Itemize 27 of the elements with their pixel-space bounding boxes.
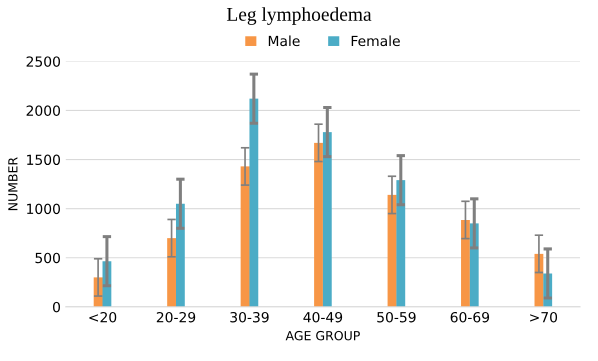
- legend-label: Male: [268, 35, 300, 46]
- bar: [176, 204, 185, 307]
- y-tick-label: 2500: [26, 56, 60, 67]
- x-tick-label: 20-29: [156, 312, 196, 322]
- x-tick-label: <20: [89, 312, 116, 322]
- x-tick-label: 40-49: [303, 312, 342, 322]
- bar: [461, 220, 470, 307]
- bar: [396, 180, 406, 307]
- y-axis-title: NUMBER: [8, 157, 18, 210]
- y-tick-label: 2000: [26, 105, 60, 116]
- x-tick-label: 50-59: [377, 312, 416, 322]
- x-tick-label: 30-39: [230, 312, 269, 322]
- x-tick-label: >70: [530, 312, 558, 322]
- bar: [322, 132, 332, 307]
- x-axis-title: AGE GROUP: [286, 330, 360, 340]
- chart-title: Leg lymphoedema: [226, 7, 372, 25]
- y-tick-label: 500: [35, 252, 60, 264]
- y-tick-label: 0: [53, 302, 60, 312]
- bar: [249, 98, 258, 307]
- bar: [240, 166, 250, 307]
- legend-label: Female: [352, 35, 400, 46]
- y-tick-label: 1500: [27, 154, 60, 166]
- y-tick-label: 1000: [27, 204, 60, 214]
- bar: [314, 142, 323, 307]
- bar: [388, 194, 396, 307]
- x-tick-label: 60-69: [450, 312, 490, 322]
- bar: [167, 238, 176, 307]
